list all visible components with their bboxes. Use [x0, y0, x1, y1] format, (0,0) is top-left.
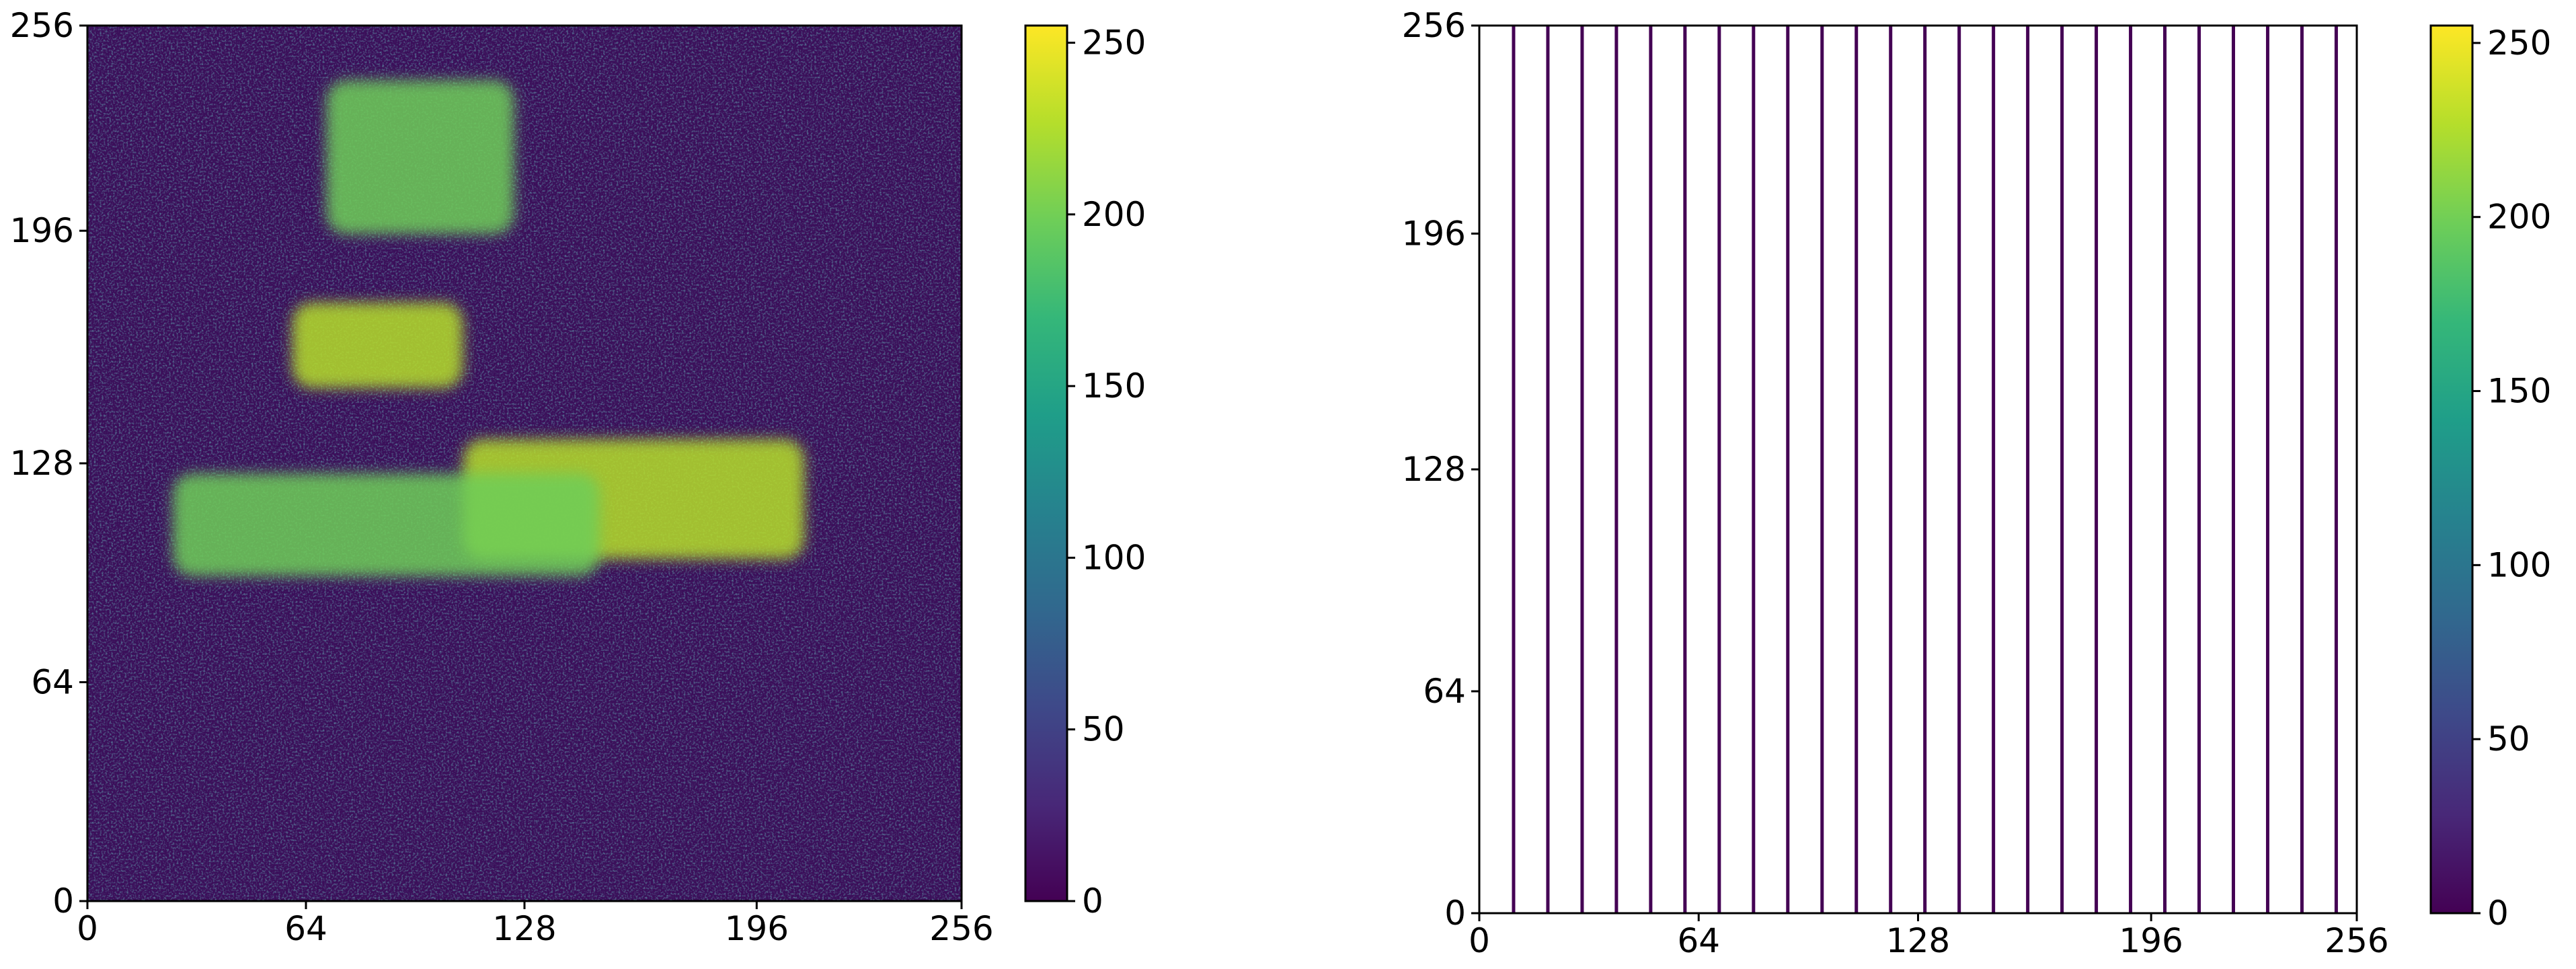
colorbar-tick-label: 250: [2487, 24, 2551, 63]
bright-region: [326, 80, 514, 235]
x-axis-ticks: 0 64 128 196 256: [1469, 913, 2389, 960]
colorbar-tick-label: 100: [1082, 538, 1146, 577]
colorbar-tick-label: 100: [2487, 545, 2551, 584]
y-tick-label: 256: [1402, 6, 1466, 45]
colorbar-tick-label: 200: [2487, 198, 2551, 237]
sampled-columns: [1512, 26, 2338, 913]
y-tick-label: 196: [1402, 214, 1466, 253]
y-tick-label: 256: [10, 6, 74, 45]
colorbar-frame: [2429, 24, 2474, 915]
y-tick-label: 0: [1444, 894, 1466, 933]
colorbar-tick-label: 50: [2487, 720, 2530, 759]
colorbar: 0 50 100 150 200 250: [1024, 24, 1146, 921]
colorbar: 0 50 100 150 200 250: [2429, 24, 2551, 933]
y-tick-label: 64: [31, 663, 74, 702]
x-tick-label: 196: [725, 909, 789, 948]
x-tick-label: 64: [1677, 921, 1720, 960]
x-tick-label: 256: [929, 909, 993, 948]
colorbar-gradient: [2431, 26, 2472, 913]
colorbar-tick-label: 250: [1082, 24, 1146, 63]
y-tick-label: 128: [10, 444, 74, 483]
colorbar-frame: [1024, 24, 1068, 902]
y-tick-label: 196: [10, 211, 74, 250]
x-tick-label: 196: [2119, 921, 2183, 960]
x-tick-label: 0: [1469, 921, 1490, 960]
x-tick-label: 64: [284, 909, 327, 948]
bright-region: [292, 302, 463, 389]
y-tick-label: 64: [1423, 672, 1466, 711]
x-tick-label: 0: [77, 909, 98, 948]
y-axis-ticks: 0 64 128 196 256: [1402, 6, 1479, 933]
colorbar-tick-label: 0: [1082, 882, 1103, 921]
colorbar-tick-label: 0: [2487, 894, 2509, 933]
heatmap-panel-sampled: 0 64 128 196 256 0 64 128 196 256 0 50 100 150 200 25…: [1402, 6, 2552, 960]
x-axis-ticks: 0 64 128 196 256: [77, 901, 994, 948]
y-tick-label: 128: [1402, 450, 1466, 489]
colorbar-tick-label: 50: [1082, 710, 1125, 749]
colorbar-gradient: [1025, 26, 1067, 901]
heatmap-panel-dense: 0 64 128 196 256 0 64 128 196 256 0 50 100 150 200 25…: [10, 6, 1146, 948]
y-axis-ticks: 0 64 128 196 256: [10, 6, 87, 921]
x-tick-label: 128: [1886, 921, 1950, 960]
bright-region: [172, 473, 600, 576]
heatmap-image-sampled: [1479, 26, 2357, 913]
x-tick-label: 256: [2325, 921, 2388, 960]
y-tick-label: 0: [52, 882, 74, 921]
colorbar-tick-label: 200: [1082, 195, 1146, 234]
colorbar-tick-label: 150: [2487, 372, 2551, 411]
bright-regions: [172, 80, 805, 576]
x-tick-label: 128: [492, 909, 556, 948]
colorbar-tick-label: 150: [1082, 366, 1146, 405]
